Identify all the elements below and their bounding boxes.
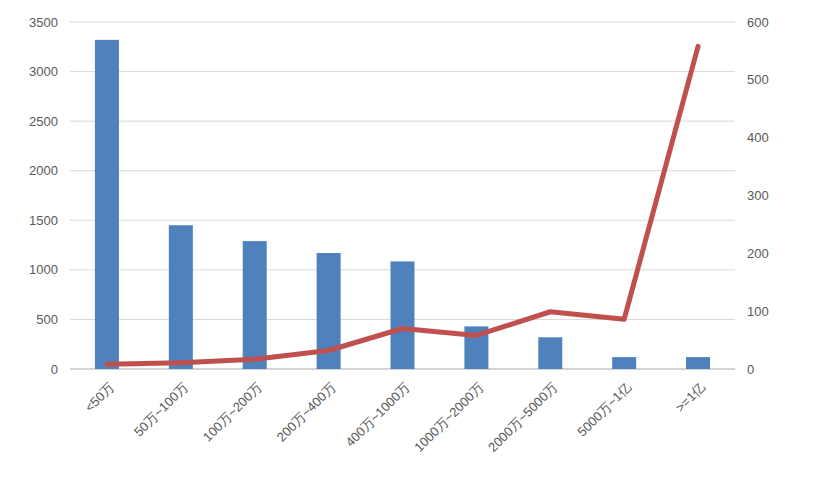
bar — [243, 241, 267, 369]
bar — [538, 337, 562, 369]
right-axis-tick-label: 500 — [747, 72, 769, 87]
bar — [95, 40, 119, 369]
bar — [391, 261, 415, 369]
x-axis-category-label: 50万~100万 — [131, 380, 191, 440]
left-axis-tick-label: 3000 — [29, 64, 58, 79]
right-axis-tick-label: 200 — [747, 246, 769, 261]
x-axis-category-label: <50万 — [82, 380, 117, 415]
left-axis-tick-label: 0 — [51, 362, 58, 377]
chart-canvas: 0 500 1000 1500 2000 2500 3000 3500 0 100 200 300 40… — [0, 0, 820, 477]
x-axis-category-label: 200万~400万 — [274, 380, 339, 445]
left-axis-tick-label: 3500 — [29, 15, 58, 30]
right-axis-tick-label: 400 — [747, 130, 769, 145]
bar — [169, 225, 193, 369]
right-axis-tick-label: 0 — [747, 362, 754, 377]
left-axis-tick-label: 1000 — [29, 262, 58, 277]
left-axis-tick-label: 1500 — [29, 213, 58, 228]
x-axis-category-label: 2000万~5000万 — [485, 380, 560, 455]
right-axis-tick-label: 600 — [747, 15, 769, 30]
x-axis-category-label: >=1亿 — [673, 380, 709, 416]
x-axis-category-label: 100万~200万 — [200, 380, 265, 445]
combo-chart: 0 500 1000 1500 2000 2500 3000 3500 0 100 200 300 40… — [0, 0, 820, 477]
right-axis-tick-label: 100 — [747, 304, 769, 319]
x-axis-category-label: 400万~1000万 — [342, 380, 412, 450]
left-axis-tick-label: 2000 — [29, 163, 58, 178]
bar — [612, 357, 636, 369]
x-axis-category-label: 1000万~2000万 — [411, 380, 486, 455]
left-axis-tick-label: 2500 — [29, 114, 58, 129]
right-axis-tick-label: 300 — [747, 188, 769, 203]
left-axis-tick-label: 500 — [36, 312, 58, 327]
bar — [686, 357, 710, 369]
x-axis-category-label: 5000万~1亿 — [574, 380, 634, 440]
